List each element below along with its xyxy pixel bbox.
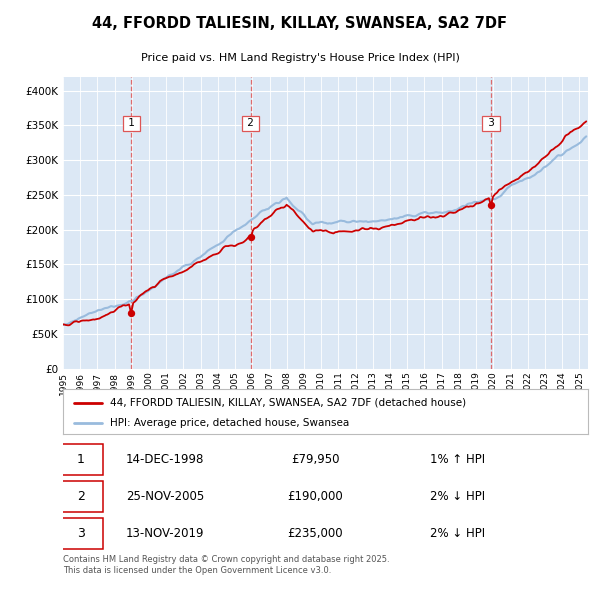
Text: 14-DEC-1998: 14-DEC-1998	[126, 453, 205, 466]
Text: £235,000: £235,000	[287, 527, 343, 540]
Text: 44, FFORDD TALIESIN, KILLAY, SWANSEA, SA2 7DF: 44, FFORDD TALIESIN, KILLAY, SWANSEA, SA…	[92, 17, 508, 31]
Text: £79,950: £79,950	[291, 453, 339, 466]
Text: 1: 1	[77, 453, 85, 466]
Point	[486, 201, 496, 210]
Text: 3: 3	[485, 119, 497, 129]
Text: 13-NOV-2019: 13-NOV-2019	[126, 527, 205, 540]
FancyBboxPatch shape	[59, 444, 103, 476]
Text: 1: 1	[125, 119, 138, 129]
Text: 44, FFORDD TALIESIN, KILLAY, SWANSEA, SA2 7DF (detached house): 44, FFORDD TALIESIN, KILLAY, SWANSEA, SA…	[110, 398, 466, 408]
Point	[246, 232, 256, 241]
FancyBboxPatch shape	[59, 518, 103, 549]
Text: 2% ↓ HPI: 2% ↓ HPI	[431, 490, 485, 503]
Text: 2: 2	[244, 119, 257, 129]
Text: HPI: Average price, detached house, Swansea: HPI: Average price, detached house, Swan…	[110, 418, 349, 428]
Point	[127, 309, 136, 318]
Text: 3: 3	[77, 527, 85, 540]
Text: 2: 2	[77, 490, 85, 503]
FancyBboxPatch shape	[59, 481, 103, 512]
Text: 25-NOV-2005: 25-NOV-2005	[126, 490, 204, 503]
Text: 1% ↑ HPI: 1% ↑ HPI	[431, 453, 485, 466]
Text: Price paid vs. HM Land Registry's House Price Index (HPI): Price paid vs. HM Land Registry's House …	[140, 53, 460, 63]
Text: Contains HM Land Registry data © Crown copyright and database right 2025.
This d: Contains HM Land Registry data © Crown c…	[63, 555, 389, 575]
Text: £190,000: £190,000	[287, 490, 343, 503]
Text: 2% ↓ HPI: 2% ↓ HPI	[431, 527, 485, 540]
